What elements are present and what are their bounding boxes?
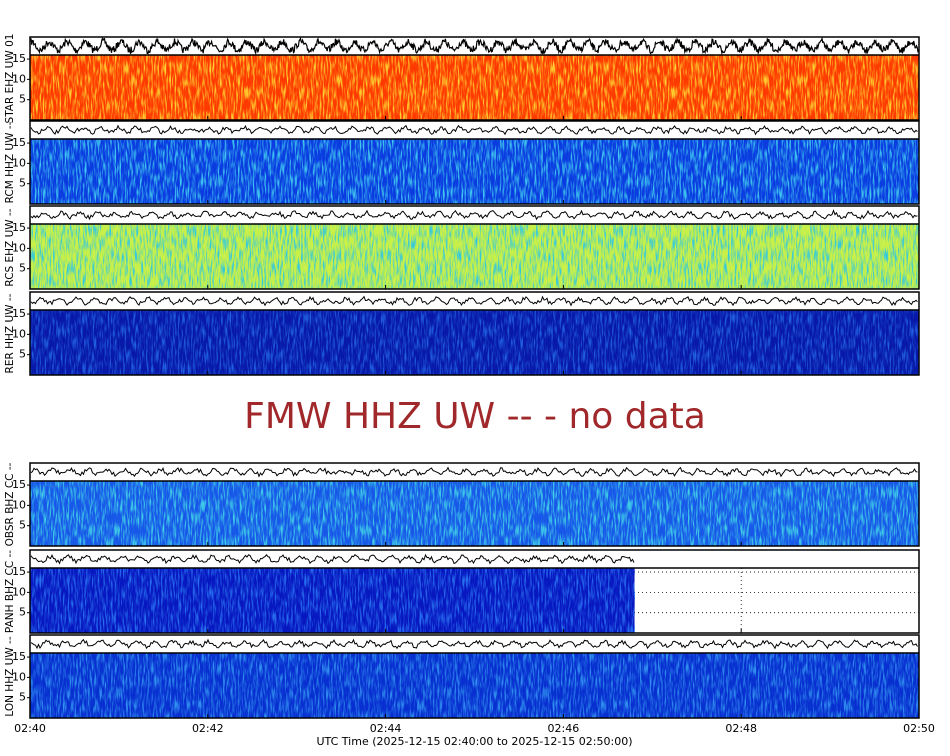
y-tick-label: 5	[19, 691, 26, 704]
waveform-frame	[29, 291, 920, 311]
spectrogram-texture	[30, 568, 635, 633]
station-label: RCM HHZ UW --	[4, 121, 16, 203]
y-tick-label: 15	[12, 307, 26, 320]
station-label: STAR EHZ UW 01	[4, 34, 16, 124]
station-label: RCS EHZ UW --	[4, 208, 16, 286]
waveform	[30, 209, 918, 221]
waveform	[30, 553, 635, 565]
x-axis-label: UTC Time (2025-12-15 02:40:00 to 2025-12…	[317, 735, 633, 748]
y-tick-label: 10	[12, 241, 26, 254]
waveform-frame	[29, 205, 920, 225]
station-label: LON HHZ UW --	[4, 636, 16, 716]
spectrogram-texture	[30, 310, 919, 375]
panel-border	[29, 549, 920, 634]
panel-border	[29, 36, 920, 121]
y-tick-label: 15	[12, 478, 26, 491]
y-tick-label: 10	[12, 498, 26, 511]
waveform-frame	[29, 462, 920, 482]
y-tick-label: 15	[12, 221, 26, 234]
station-label: PANH BHZ CC --	[4, 550, 16, 633]
x-tick-label: 02:42	[192, 722, 224, 735]
y-tick-label: 10	[12, 72, 26, 85]
x-tick-label: 02:46	[548, 722, 580, 735]
y-tick-label: 5	[19, 93, 26, 106]
spectrogram-texture	[30, 224, 919, 289]
spectrogram-texture	[30, 481, 919, 546]
y-tick-label: 5	[19, 177, 26, 190]
panel-border	[29, 462, 920, 547]
y-tick-label: 15	[12, 650, 26, 663]
spectrogram-texture	[30, 55, 919, 120]
y-tick-label: 5	[19, 519, 26, 532]
y-tick-label: 5	[19, 348, 26, 361]
y-tick-label: 5	[19, 262, 26, 275]
y-tick-label: 15	[12, 136, 26, 149]
spectrogram-texture	[30, 139, 919, 204]
y-tick-label: 10	[12, 156, 26, 169]
y-tick-label: 10	[12, 327, 26, 340]
waveform	[30, 124, 918, 136]
panel-border	[29, 291, 920, 376]
x-tick-label: 02:44	[370, 722, 402, 735]
x-tick-label: 02:48	[725, 722, 757, 735]
waveform	[30, 638, 918, 650]
spectrogram-texture	[30, 653, 919, 718]
station-label: OBSR BHZ CC --	[4, 462, 16, 546]
y-tick-label: 15	[12, 52, 26, 65]
y-tick-label: 15	[12, 565, 26, 578]
panel-border	[29, 634, 920, 719]
y-tick-label: 10	[12, 670, 26, 683]
waveform-frame	[29, 549, 920, 569]
waveform	[30, 466, 918, 478]
x-tick-label: 02:40	[14, 722, 46, 735]
waveform	[30, 36, 920, 56]
x-tick-label: 02:50	[903, 722, 935, 735]
no-data-message: FMW HHZ UW -- - no data	[244, 396, 706, 437]
waveform	[30, 295, 918, 307]
y-tick-label: 5	[19, 606, 26, 619]
station-label: RER HHZ UW --	[4, 293, 16, 373]
panel-border	[29, 120, 920, 205]
y-tick-label: 10	[12, 585, 26, 598]
panel-border	[29, 205, 920, 290]
